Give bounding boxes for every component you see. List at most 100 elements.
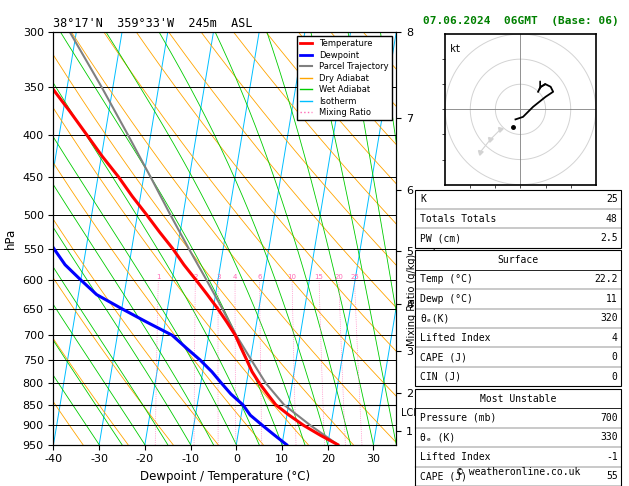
Temperature [272, 402, 280, 408]
Temperature [255, 380, 263, 386]
Text: 48: 48 [606, 214, 618, 224]
Dewpoint [143, 319, 151, 325]
Temperature [169, 246, 177, 252]
Dewpoint [247, 412, 254, 418]
Parcel Trajectory [218, 306, 226, 312]
Text: 0: 0 [612, 352, 618, 362]
Text: 6: 6 [257, 274, 262, 280]
Dewpoint [208, 369, 216, 375]
Temperature [300, 422, 308, 428]
Text: CAPE (J): CAPE (J) [420, 471, 467, 481]
Text: 330: 330 [600, 433, 618, 442]
Temperature [83, 132, 91, 138]
Temperature [243, 357, 250, 363]
Text: Mixing Ratio (g/kg): Mixing Ratio (g/kg) [407, 254, 417, 346]
Temperature [47, 84, 55, 90]
Text: 25: 25 [350, 274, 359, 280]
Temperature [114, 174, 122, 180]
Text: Surface: Surface [498, 255, 539, 265]
Legend: Temperature, Dewpoint, Parcel Trajectory, Dry Adiabat, Wet Adiabat, Isotherm, Mi: Temperature, Dewpoint, Parcel Trajectory… [297, 36, 392, 121]
Temperature [286, 412, 293, 418]
Text: 38°17'N  359°33'W  245m  ASL: 38°17'N 359°33'W 245m ASL [53, 17, 253, 31]
Text: 3: 3 [216, 274, 220, 280]
Text: Temp (°C): Temp (°C) [420, 275, 473, 284]
Text: © weatheronline.co.uk: © weatheronline.co.uk [457, 467, 580, 477]
Temperature [128, 193, 136, 199]
Parcel Trajectory [203, 277, 210, 283]
Dewpoint [196, 357, 204, 363]
Line: Temperature: Temperature [8, 32, 338, 445]
Text: 4: 4 [612, 333, 618, 343]
Text: 55: 55 [606, 471, 618, 481]
Temperature [26, 57, 34, 63]
Temperature [223, 319, 231, 325]
Y-axis label: hPa: hPa [4, 227, 17, 249]
Text: θₑ (K): θₑ (K) [420, 433, 455, 442]
Text: CIN (J): CIN (J) [420, 372, 461, 382]
Temperature [214, 306, 221, 312]
Parcel Trajectory [281, 402, 288, 408]
Dewpoint [18, 193, 25, 199]
Y-axis label: km
ASL: km ASL [416, 227, 438, 249]
Text: 10: 10 [287, 274, 297, 280]
Text: Lifted Index: Lifted Index [420, 452, 491, 462]
Parcel Trajectory [66, 29, 74, 35]
Temperature [316, 432, 324, 438]
Text: 22.2: 22.2 [594, 275, 618, 284]
Temperature [264, 391, 271, 397]
Parcel Trajectory [262, 380, 269, 386]
Dewpoint [182, 345, 190, 351]
Dewpoint [8, 174, 15, 180]
Temperature [180, 262, 187, 268]
Temperature [334, 442, 342, 448]
Dewpoint [118, 306, 126, 312]
Text: Totals Totals: Totals Totals [420, 214, 496, 224]
Text: PW (cm): PW (cm) [420, 233, 461, 243]
Dewpoint [61, 262, 69, 268]
Dewpoint [93, 292, 101, 297]
Text: 25: 25 [606, 194, 618, 204]
Dewpoint [239, 402, 247, 408]
X-axis label: Dewpoint / Temperature (°C): Dewpoint / Temperature (°C) [140, 470, 310, 483]
Line: Dewpoint: Dewpoint [0, 32, 287, 445]
Text: Lifted Index: Lifted Index [420, 333, 491, 343]
Parcel Trajectory [233, 332, 240, 338]
Text: 4: 4 [233, 274, 237, 280]
Temperature [99, 154, 106, 159]
Dewpoint [283, 442, 291, 448]
Text: 2.5: 2.5 [600, 233, 618, 243]
Text: K: K [420, 194, 426, 204]
Parcel Trajectory [306, 422, 314, 428]
Line: Parcel Trajectory: Parcel Trajectory [70, 32, 338, 445]
Text: LCL: LCL [401, 408, 419, 417]
Parcel Trajectory [147, 174, 154, 180]
Parcel Trajectory [124, 132, 131, 138]
Temperature [237, 345, 245, 351]
Dewpoint [227, 391, 235, 397]
Dewpoint [77, 277, 85, 283]
Text: Pressure (mb): Pressure (mb) [420, 413, 496, 423]
Temperature [204, 292, 211, 297]
Text: Most Unstable: Most Unstable [480, 394, 557, 403]
Dewpoint [218, 380, 225, 386]
Parcel Trajectory [248, 357, 255, 363]
Dewpoint [39, 229, 47, 235]
Dewpoint [270, 432, 278, 438]
Text: θₑ(K): θₑ(K) [420, 313, 450, 323]
Temperature [192, 277, 200, 283]
Temperature [4, 29, 11, 35]
Temperature [156, 229, 164, 235]
Text: 07.06.2024  06GMT  (Base: 06): 07.06.2024 06GMT (Base: 06) [423, 16, 619, 26]
Temperature [66, 109, 74, 115]
Text: -1: -1 [606, 452, 618, 462]
Temperature [143, 212, 150, 218]
Temperature [231, 332, 239, 338]
Text: 15: 15 [314, 274, 323, 280]
Parcel Trajectory [97, 84, 105, 90]
Parcel Trajectory [167, 212, 174, 218]
Dewpoint [259, 422, 266, 428]
Dewpoint [0, 154, 4, 159]
Text: 20: 20 [335, 274, 343, 280]
Text: 11: 11 [606, 294, 618, 304]
Text: CAPE (J): CAPE (J) [420, 352, 467, 362]
